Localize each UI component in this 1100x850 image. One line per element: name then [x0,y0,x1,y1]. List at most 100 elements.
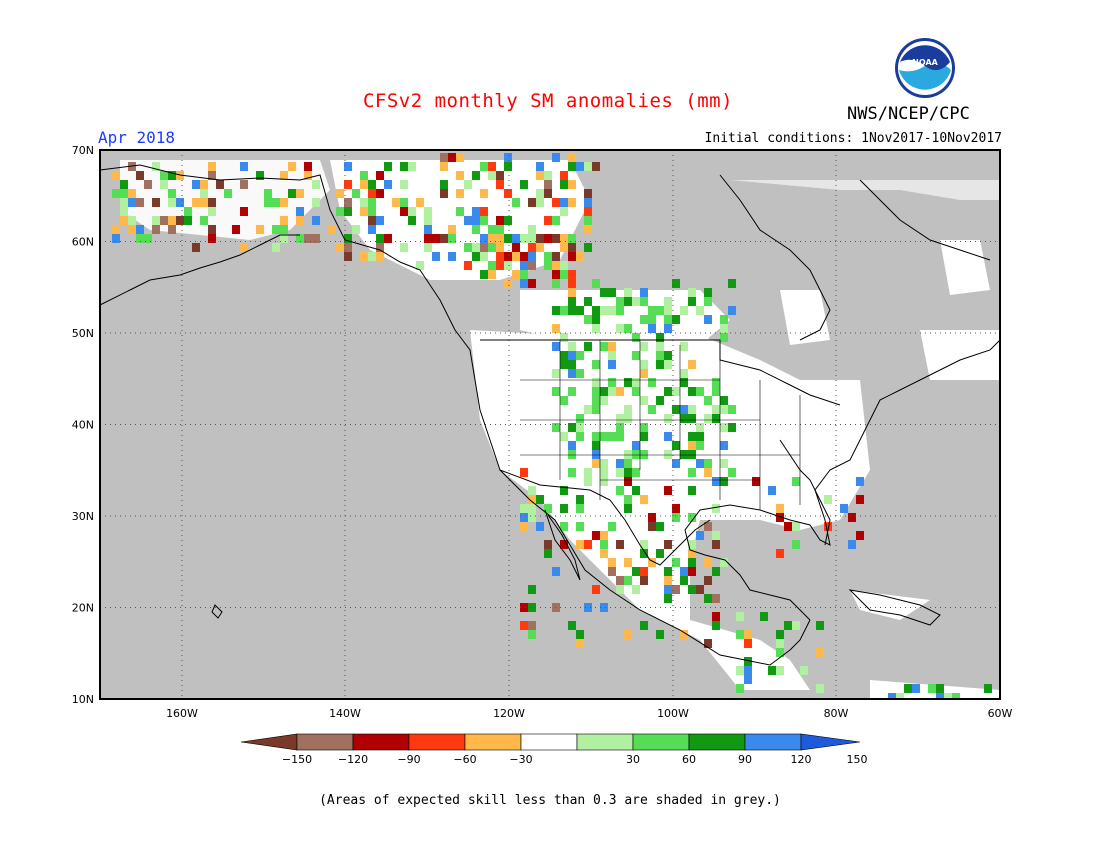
anomaly-cell [672,558,680,567]
anomaly-cell [480,234,488,243]
anomaly-cell [360,171,368,180]
anomaly-cell [264,189,272,198]
map-frame [99,149,1001,700]
anomaly-cell [600,387,608,396]
anomaly-cell [592,306,600,315]
anomaly-cell [520,270,528,279]
anomaly-cell [600,468,608,477]
anomaly-cell [840,504,848,513]
anomaly-cell [544,189,552,198]
forecast-period: Apr 2018 [98,128,176,147]
anomaly-cell [648,558,656,567]
anomaly-cell [584,405,592,414]
anomaly-cell [240,162,248,171]
anomaly-cell [600,540,608,549]
anomaly-cell [560,360,568,369]
anomaly-cell [576,432,584,441]
anomaly-cell [568,621,576,630]
anomaly-cell [592,315,600,324]
lat-label: 50N [72,327,94,340]
anomaly-cell [600,477,608,486]
anomaly-cell [528,585,536,594]
anomaly-cell [184,207,192,216]
anomaly-cell [128,225,136,234]
anomaly-cell [440,189,448,198]
anomaly-cell [640,567,648,576]
anomaly-cell [464,261,472,270]
anomaly-cell [416,261,424,270]
anomaly-cell [696,585,704,594]
anomaly-cell [624,297,632,306]
legend-tick-label: −150 [282,753,312,766]
anomaly-cell [632,567,640,576]
anomaly-cell [560,261,568,270]
anomaly-cell [488,171,496,180]
anomaly-cell [640,360,648,369]
anomaly-cell [776,666,784,675]
anomaly-cell [664,324,672,333]
anomaly-cell [592,441,600,450]
anomaly-cell [624,288,632,297]
anomaly-cell [720,324,728,333]
anomaly-cell [704,558,712,567]
anomaly-cell [640,369,648,378]
anomaly-cell [608,351,616,360]
anomaly-cell [744,639,752,648]
anomaly-cell [664,297,672,306]
anomaly-cell [912,684,920,693]
anomaly-cell [704,288,712,297]
anomaly-cell [448,234,456,243]
anomaly-cell [712,567,720,576]
anomaly-cell [128,216,136,225]
anomaly-cell [464,216,472,225]
anomaly-cell [192,198,200,207]
graticule [100,150,1000,699]
anomaly-cell [336,207,344,216]
anomaly-cell [664,576,672,585]
anomaly-cell [600,396,608,405]
legend-swatch [688,733,746,751]
anomaly-cell [120,198,128,207]
anomaly-cell [640,342,648,351]
anomaly-cell [736,684,744,693]
anomaly-cell [352,189,360,198]
anomaly-cell [720,441,728,450]
anomaly-cell [624,468,632,477]
anomaly-cell [560,333,568,342]
anomaly-cell [376,252,384,261]
anomaly-cell [648,378,656,387]
anomaly-cell [728,423,736,432]
anomaly-cell [784,621,792,630]
anomaly-cell [552,423,560,432]
anomaly-cell [952,693,960,699]
anomaly-cell [568,198,576,207]
anomaly-cell [664,315,672,324]
anomaly-cell [568,387,576,396]
anomaly-cell [856,477,864,486]
anomaly-cell [640,423,648,432]
anomaly-cell [600,603,608,612]
anomaly-cell [568,360,576,369]
anomaly-cell [696,387,704,396]
legend-swatch [632,733,690,751]
anomaly-cell [512,234,520,243]
anomaly-cell [576,504,584,513]
lat-label: 70N [72,144,94,157]
anomaly-cell [472,252,480,261]
legend-tick-label: 60 [682,753,696,766]
anomaly-cell [688,549,696,558]
legend-swatch [408,733,466,751]
anomaly-cell [608,558,616,567]
anomaly-cell [656,522,664,531]
anomaly-cell [744,666,752,675]
anomaly-cell [544,234,552,243]
legend-tick-label: −90 [397,753,420,766]
anomaly-cell [640,288,648,297]
anomaly-cell [688,360,696,369]
anomaly-cell [744,657,752,666]
anomaly-cell [536,162,544,171]
anomaly-cell [424,243,432,252]
anomaly-cell [728,405,736,414]
anomaly-cell [496,252,504,261]
